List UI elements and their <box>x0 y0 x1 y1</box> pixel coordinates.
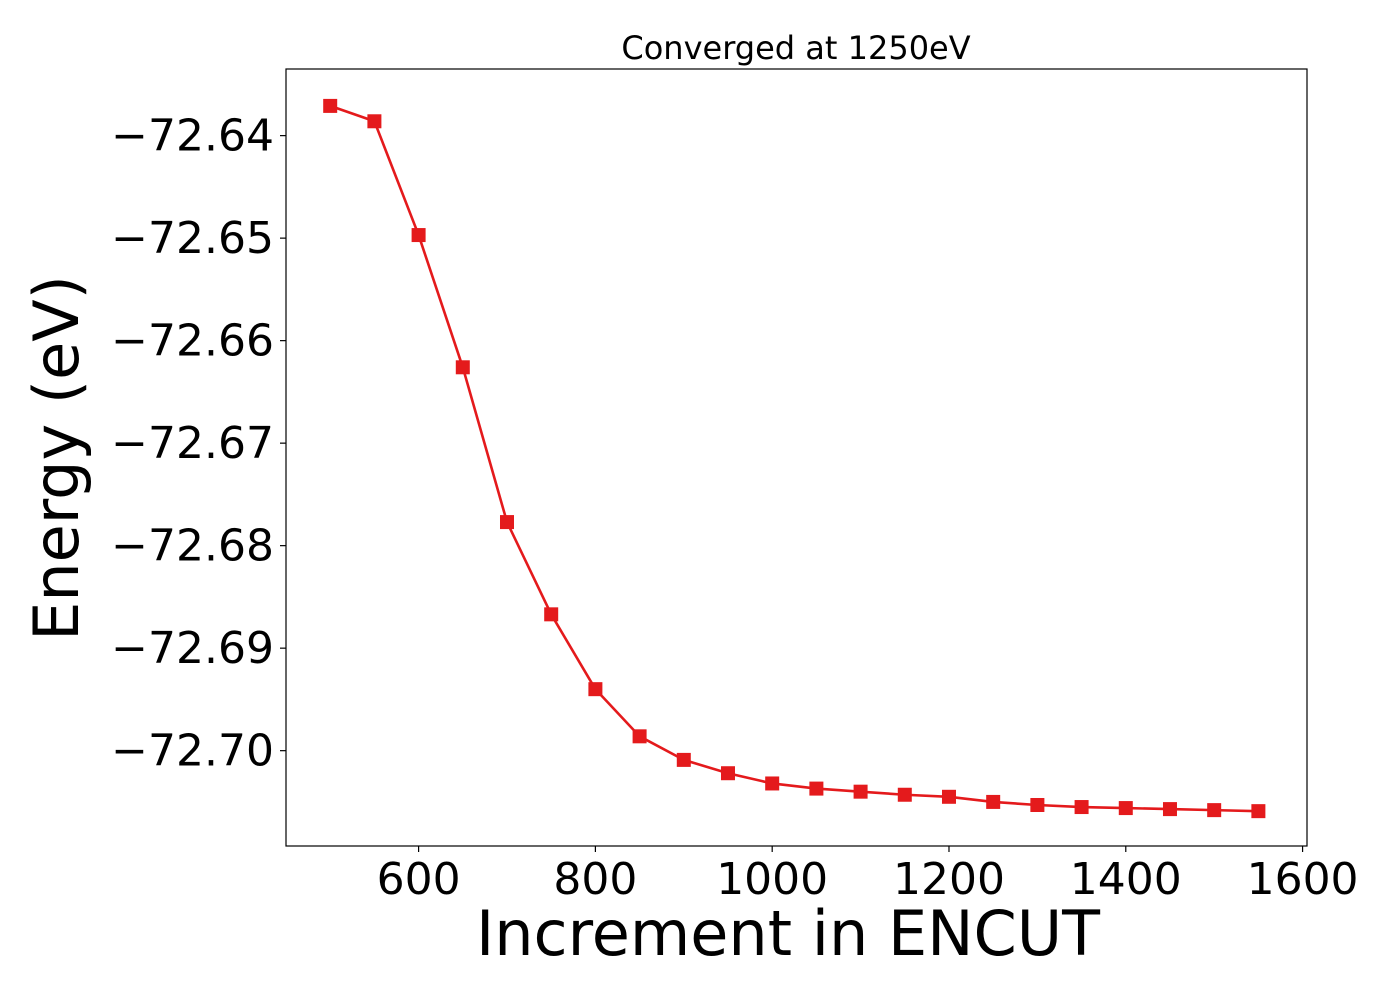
x-axis: 600 800 1000 1200 1400 1600 <box>377 846 1359 905</box>
y-tick-label: −72.68 <box>111 521 274 572</box>
data-point <box>323 98 338 113</box>
y-tick-label: −72.65 <box>111 213 274 264</box>
data-point <box>1251 804 1266 819</box>
data-point <box>367 114 382 129</box>
data-point <box>632 729 647 744</box>
data-point <box>853 784 868 799</box>
y-tick-label: −72.69 <box>111 623 274 674</box>
x-tick-label: 1600 <box>1247 854 1359 905</box>
data-point <box>455 360 470 375</box>
series-line <box>329 104 1259 813</box>
x-tick-label: 1400 <box>1070 854 1182 905</box>
data-point <box>941 789 956 804</box>
y-tick-label: −72.64 <box>111 111 274 162</box>
data-point <box>544 607 559 622</box>
x-axis-title: Increment in ENCUT <box>476 897 1101 970</box>
data-point <box>676 752 691 767</box>
plot-frame <box>285 68 1308 847</box>
data-point <box>1207 803 1222 818</box>
data-point <box>986 794 1001 809</box>
x-tick-label: 1200 <box>893 854 1005 905</box>
y-tick-label: −72.66 <box>111 316 274 367</box>
data-point <box>897 787 912 802</box>
y-tick-label: −72.67 <box>111 418 274 469</box>
x-tick-label: 800 <box>553 854 637 905</box>
y-axis-title: Energy (eV) <box>20 275 93 641</box>
data-point <box>1074 800 1089 815</box>
series-layer <box>323 98 1266 819</box>
y-axis: −72.64 −72.65 −72.66 −72.67 −72.68 −72.69 −72.… <box>111 111 286 777</box>
data-point <box>809 781 824 796</box>
data-point <box>1118 801 1133 816</box>
x-tick-label: 1000 <box>716 854 828 905</box>
data-point <box>1030 797 1045 812</box>
data-point <box>411 228 426 243</box>
y-tick-label: −72.70 <box>111 726 274 777</box>
data-point <box>1162 802 1177 817</box>
data-point <box>765 776 780 791</box>
x-tick-label: 600 <box>377 854 461 905</box>
chart-title: Converged at 1250eV <box>621 29 970 67</box>
data-point <box>588 682 603 697</box>
data-point <box>720 766 735 781</box>
data-point <box>499 515 514 530</box>
